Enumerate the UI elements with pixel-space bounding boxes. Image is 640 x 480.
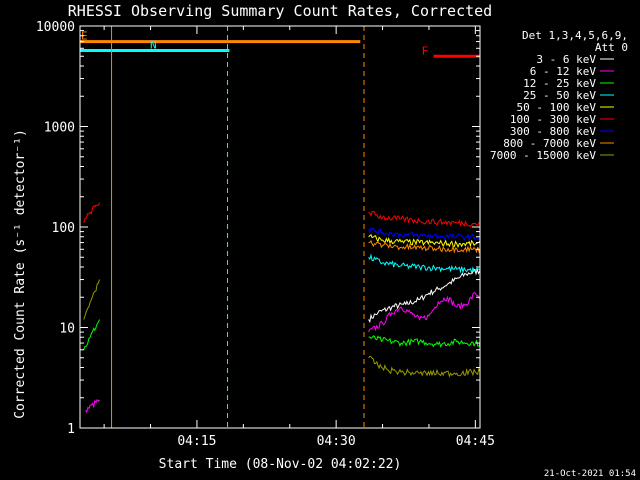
chart-title: RHESSI Observing Summary Count Rates, Co…	[68, 2, 492, 20]
x-tick-label-2: 04:45	[456, 434, 495, 449]
legend-label-2: 12 - 25 keV	[523, 77, 596, 90]
legend-label-0: 3 - 6 keV	[536, 53, 596, 66]
x-axis-label: Start Time (08-Nov-02 04:02:22)	[159, 457, 402, 472]
legend-label-4: 50 - 100 keV	[517, 101, 597, 114]
series-line-8-0	[83, 279, 100, 320]
y-tick-label-4: 10000	[36, 20, 75, 35]
flag-N-label: N	[150, 39, 157, 52]
flag-E-label: E	[81, 30, 88, 43]
flag-F-label: F	[422, 44, 429, 57]
legend-label-3: 25 - 50 keV	[523, 89, 596, 102]
x-tick-label-0: 04:15	[177, 434, 216, 449]
y-axis-label: Corrected Count Rate (s⁻¹ detector⁻¹)	[13, 129, 28, 419]
legend-label-1: 6 - 12 keV	[530, 65, 597, 78]
series-line-2-0	[83, 319, 100, 350]
axes: 04:15 04:30 04:45 1 10 100 1000 10000	[36, 20, 495, 449]
y-tick-label-0: 1	[67, 422, 75, 437]
legend-title-0: Det 1,3,4,5,6,9,	[522, 29, 628, 42]
series-line-5-0	[83, 202, 100, 223]
y-tick-label-2: 100	[52, 221, 75, 236]
y-tick-label-1: 10	[59, 322, 75, 337]
legend-title-1: Att 0	[595, 41, 628, 54]
legend-label-7: 800 - 7000 keV	[503, 137, 596, 150]
flag-bars: E N F	[80, 30, 480, 58]
legend-label-5: 100 - 300 keV	[510, 113, 596, 126]
y-tick-label-3: 1000	[44, 121, 75, 136]
x-tick-label-1: 04:30	[317, 434, 356, 449]
legend-label-6: 300 - 800 keV	[510, 125, 596, 138]
series-line-1-0	[85, 398, 100, 414]
footer-timestamp: 21-Oct-2021 01:54	[544, 469, 636, 479]
legend-label-8: 7000 - 15000 keV	[490, 149, 596, 162]
